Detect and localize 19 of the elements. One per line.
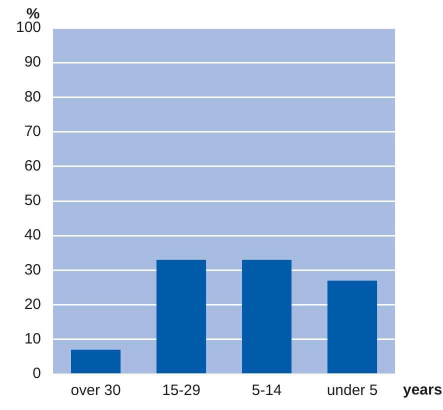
y-tick-label: 0 xyxy=(32,365,42,382)
y-tick-label: 10 xyxy=(24,330,42,348)
y-tick-label: 20 xyxy=(24,296,42,313)
y-tick-label: 60 xyxy=(24,158,42,175)
y-tick-label: 90 xyxy=(24,54,42,71)
bar xyxy=(327,280,378,374)
y-tick-label: 30 xyxy=(24,261,42,278)
y-tick-label: 50 xyxy=(24,192,42,210)
y-tick-label: 80 xyxy=(24,88,42,106)
x-tick-label: under 5 xyxy=(326,382,378,400)
y-tick-label: 70 xyxy=(24,122,42,140)
x-tick-label: 5-14 xyxy=(252,382,282,400)
bar xyxy=(70,350,121,374)
x-tick-label: over 30 xyxy=(70,382,121,400)
bar xyxy=(242,260,292,374)
bar xyxy=(156,260,206,374)
y-tick-label: 40 xyxy=(24,226,42,244)
x-axis-title: years xyxy=(403,382,442,399)
x-tick-label: 15-29 xyxy=(162,382,200,400)
